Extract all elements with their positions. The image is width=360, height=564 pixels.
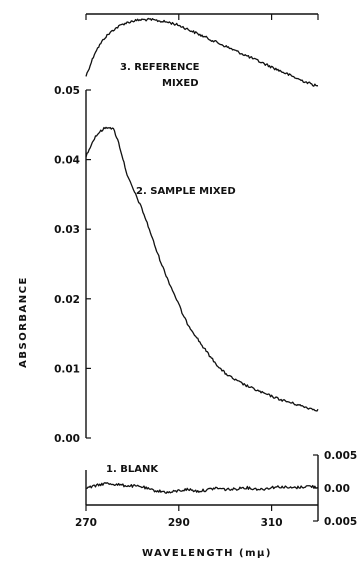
series-label-blank: 1. BLANK [106, 464, 159, 475]
series-blank-line [85, 481, 319, 494]
series-label-sample-mixed: 2. SAMPLE MIXED [136, 186, 236, 197]
y-tick-label: 0.05 [54, 85, 80, 97]
y-tick-label: 0.04 [54, 155, 80, 167]
secondary-y-axis-ticks: 0.005 0.00 0.005 [313, 450, 357, 528]
y-axis-ticks: 0.00 0.01 0.02 0.03 0.04 0.05 [54, 85, 91, 445]
secondary-y-tick-label: 0.005 [324, 516, 357, 528]
x-tick-label: 310 [261, 517, 283, 529]
y-tick-label: 0.01 [54, 363, 80, 375]
series-sample-mixed-line [85, 126, 319, 412]
y-tick-label: 0.03 [54, 224, 80, 236]
x-tick-label: 270 [75, 517, 97, 529]
x-axis-ticks: 270 290 310 [75, 505, 283, 529]
y-tick-label: 0.00 [54, 433, 80, 445]
x-tick-label: 290 [168, 517, 190, 529]
series-label-reference-line2: MIXED [162, 78, 199, 89]
x-axis-label: WAVELENGTH (mμ) [142, 548, 272, 559]
y-axis-label: ABSORBANCE [18, 276, 29, 368]
series-reference-mixed-line [85, 17, 319, 87]
secondary-y-tick-label: 0.005 [324, 450, 357, 462]
secondary-y-tick-label: 0.00 [324, 483, 350, 495]
y-tick-label: 0.02 [54, 294, 80, 306]
series-label-reference-line1: 3. REFERENCE [120, 62, 200, 73]
